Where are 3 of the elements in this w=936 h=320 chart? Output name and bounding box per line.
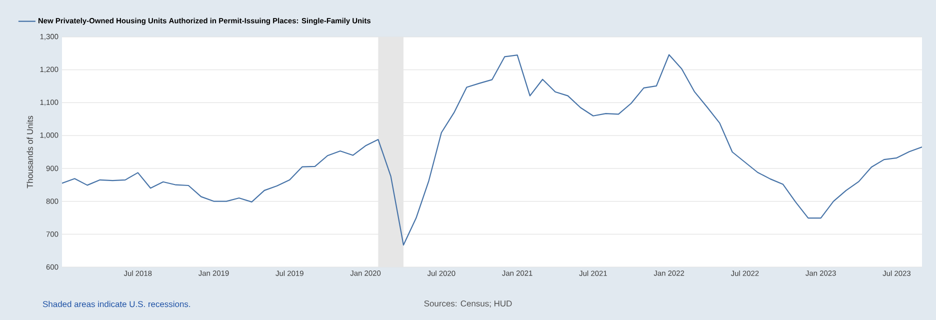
text: Shaded areas indicate U.S. recessions.: [42, 300, 190, 308]
y-axis-title: Thousands of Units: [26, 116, 33, 188]
source-note: Sources: Census; HUD: [424, 300, 512, 308]
